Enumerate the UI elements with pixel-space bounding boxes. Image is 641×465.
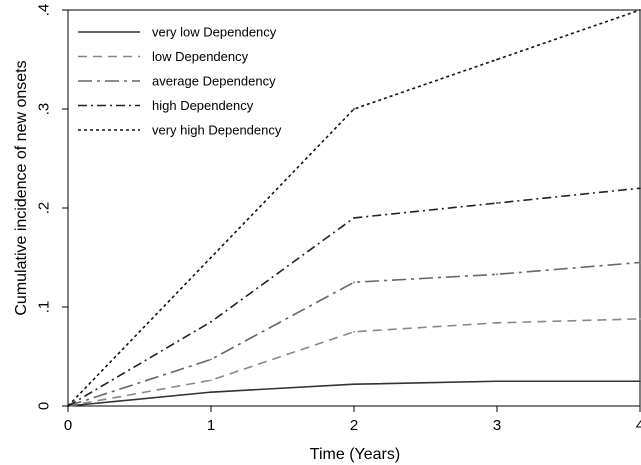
data-point <box>639 380 641 383</box>
series-layer <box>67 9 641 407</box>
x-tick-label: 0 <box>64 417 72 434</box>
data-point <box>639 261 641 264</box>
data-point <box>210 391 212 394</box>
data-point <box>353 383 355 386</box>
data-point <box>210 256 212 259</box>
data-point <box>210 358 212 361</box>
legend: very low Dependency low Dependency average… <box>78 25 282 138</box>
data-point <box>496 321 498 324</box>
x-axis: 0 1 2 3 4 <box>64 406 641 434</box>
x-tick-label: 3 <box>493 417 501 434</box>
y-tick-label: .1 <box>36 301 53 314</box>
legend-label: very low Dependency <box>152 25 277 40</box>
data-point <box>496 202 498 204</box>
x-axis-label: Time (Years) <box>310 446 400 463</box>
y-tick-label: 0 <box>36 402 53 410</box>
series-line <box>67 9 641 407</box>
data-point <box>639 9 641 11</box>
legend-label: high Dependency <box>152 98 254 113</box>
data-point <box>353 217 355 219</box>
y-axis: 0 .1 .2 .3 .4 <box>36 4 68 410</box>
series-line <box>67 187 641 407</box>
data-point <box>353 108 355 110</box>
data-point <box>496 58 498 61</box>
series-line <box>67 261 641 407</box>
x-tick-label: 2 <box>350 417 358 434</box>
data-point <box>353 281 355 284</box>
data-point <box>210 320 212 323</box>
y-axis-label: Cumulative incidence of new onsets <box>13 60 30 315</box>
data-point <box>353 330 355 333</box>
series-line <box>67 318 641 407</box>
y-tick-label: .2 <box>36 202 53 215</box>
data-point <box>496 380 498 383</box>
data-point <box>639 317 641 320</box>
data-point <box>496 273 498 276</box>
legend-label: very high Dependency <box>152 123 282 138</box>
y-tick-label: .3 <box>36 103 53 116</box>
x-tick-label: 4 <box>636 417 641 434</box>
plot-frame <box>67 9 641 407</box>
data-point <box>210 379 212 382</box>
x-tick-label: 1 <box>207 417 215 434</box>
y-tick-label: .4 <box>36 4 53 17</box>
legend-label: low Dependency <box>152 49 249 64</box>
data-point <box>639 187 641 190</box>
legend-label: average Dependency <box>152 74 276 89</box>
